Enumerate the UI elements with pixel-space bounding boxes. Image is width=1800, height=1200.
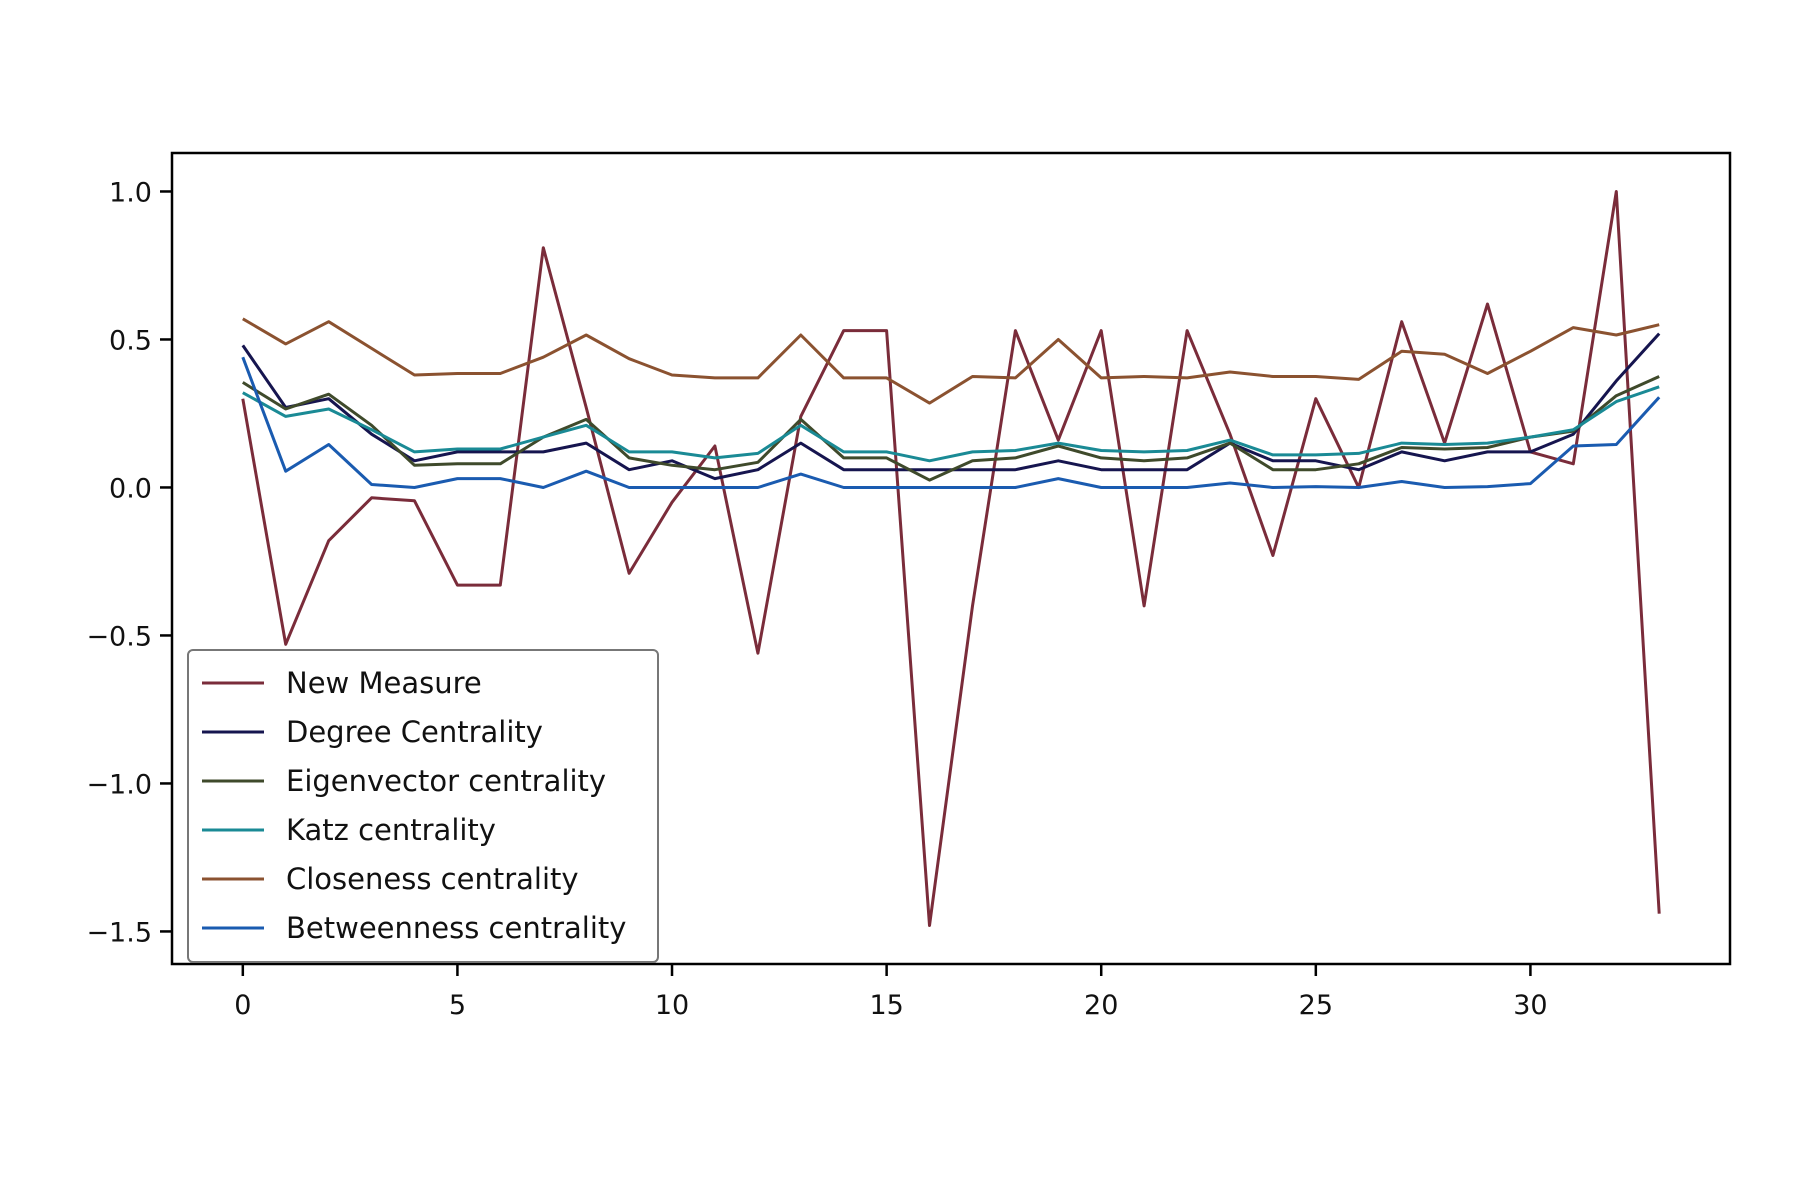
y-axis: 1.0 0.5 0.0 −0.5 −1.0 −1.5 (86, 177, 172, 948)
x-axis: 0 5 10 15 20 25 30 (234, 964, 1548, 1021)
y-tick-label: 1.0 (109, 177, 152, 208)
plot-area-frame (170, 151, 1732, 966)
x-tick-label: 10 (655, 990, 689, 1021)
x-tick-label: 25 (1299, 990, 1333, 1021)
legend-label: Closeness centrality (286, 862, 579, 896)
series-line-katz-centrality (242, 385, 1660, 463)
series-line-closeness-centrality (242, 317, 1660, 405)
series-lines (241, 190, 1661, 927)
legend-label: Betweenness centrality (286, 911, 626, 945)
legend-label: Degree Centrality (286, 715, 543, 749)
x-tick-label: 0 (234, 990, 251, 1021)
y-tick-label: −1.0 (86, 769, 152, 800)
legend-box (187, 649, 659, 963)
legend-label: New Measure (286, 666, 482, 700)
x-tick-label: 5 (449, 990, 466, 1021)
y-tick-label: 0.0 (109, 473, 152, 504)
series-line-betweenness-centrality (241, 356, 1661, 489)
x-tick-label: 30 (1513, 990, 1547, 1021)
y-tick-label: 0.5 (109, 325, 152, 356)
legend: New Measure Degree Centrality Eigenvector … (187, 649, 659, 963)
series-line-eigenvector-centrality (242, 375, 1660, 482)
y-tick-label: −0.5 (86, 621, 152, 652)
legend-label: Katz centrality (286, 813, 496, 847)
series-line-new-measure (241, 190, 1661, 927)
x-tick-label: 20 (1084, 990, 1118, 1021)
y-tick-label: −1.5 (86, 917, 152, 948)
legend-label: Eigenvector centrality (286, 764, 606, 798)
x-tick-label: 15 (869, 990, 903, 1021)
